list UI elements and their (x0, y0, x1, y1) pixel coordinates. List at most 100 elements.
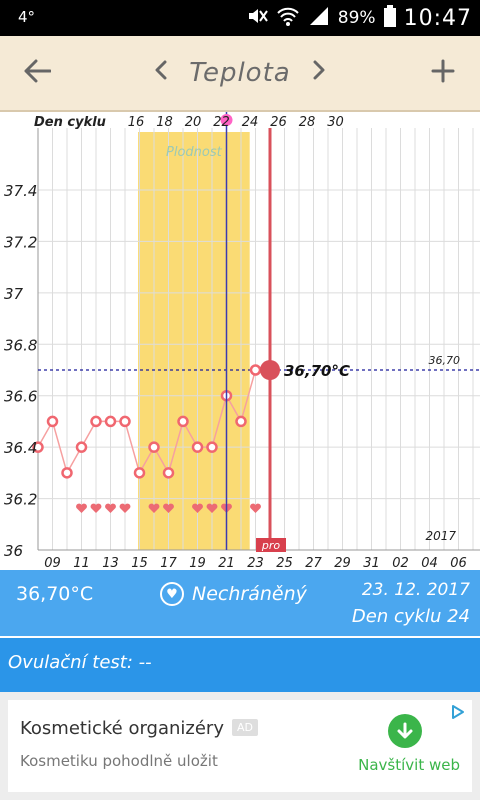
cycle-day-tick-label: 28 (299, 115, 316, 130)
ad-cta-link[interactable]: Navštívit web (358, 756, 460, 774)
battery-icon (383, 4, 396, 32)
page-title: Teplota (189, 58, 291, 88)
selected-temperature: 36,70°C (16, 583, 94, 605)
temperature-point (206, 441, 218, 453)
x-tick-label: 29 (334, 556, 351, 570)
ad-area: Kosmetické organizéry AD Kosmetiku pohodl… (0, 692, 480, 800)
heart-marker (105, 503, 116, 513)
selected-date: 23. 12. 2017 (361, 580, 470, 600)
temperature-point (249, 364, 262, 376)
heart-marker (76, 503, 87, 513)
title-navigation: Teplota (140, 50, 340, 96)
x-tick-label: 15 (131, 556, 148, 570)
download-arrow-icon[interactable] (388, 714, 422, 748)
cycle-day: Den cyklu 24 (351, 606, 470, 627)
selected-value-label: 36,70°C (284, 362, 350, 380)
x-tick-label: 04 (421, 556, 438, 570)
y-tick-label: 36.4 (4, 439, 37, 457)
temperature-point (104, 415, 117, 428)
temperature-point (61, 467, 73, 479)
protection-status-label: Nechráněný (192, 583, 307, 605)
x-tick-label: 13 (102, 556, 119, 570)
heart-marker (206, 503, 218, 513)
back-button[interactable] (14, 50, 60, 96)
x-tick-label: 23 (247, 556, 264, 570)
arrow-left-icon (23, 56, 52, 91)
heart-marker (163, 503, 174, 513)
cycle-day-tick-label: 22 (213, 115, 230, 130)
cursor-handle (220, 114, 233, 126)
app-header: Teplota (0, 36, 480, 112)
add-button[interactable] (420, 50, 466, 96)
x-tick-label: 09 (44, 556, 61, 570)
selected-tag-label: pro (261, 539, 281, 552)
temperature-point (119, 415, 131, 428)
mute-icon (246, 5, 268, 32)
battery-percent: 89% (337, 8, 376, 28)
cycle-day-tick-label: 30 (327, 115, 344, 130)
x-tick-label: 17 (160, 556, 177, 570)
cycle-day-tick-label: 20 (185, 115, 202, 130)
cycle-day-tick-label: 18 (156, 115, 173, 130)
temperature-point (191, 441, 204, 453)
x-tick-label: 31 (363, 556, 380, 570)
y-tick-label: 36.8 (4, 336, 37, 354)
temperature-point (148, 441, 160, 453)
cycle-day-tick-label: 24 (242, 115, 259, 130)
chevron-right-icon[interactable] (313, 60, 325, 86)
ovulation-bar[interactable]: Ovulační test: -- (0, 638, 480, 692)
temperature-point (46, 415, 59, 428)
y-tick-label: 37.2 (4, 233, 37, 251)
y-tick-label: 36.2 (4, 491, 37, 509)
heart-marker (119, 503, 131, 513)
y-tick-label: 37 (4, 285, 24, 303)
cycle-day-axis-label: Den cyklu (34, 115, 106, 130)
temperature-chart[interactable]: Plodnost 36 36.2 36.4 36.6 36.8 37 37.2 37.4 09 11… (0, 112, 480, 570)
status-temperature: 4° (18, 8, 36, 26)
x-tick-label: 02 (392, 556, 409, 570)
ad-banner[interactable]: Kosmetické organizéry AD Kosmetiku pohodl… (8, 700, 472, 792)
x-tick-label: 21 (218, 556, 235, 570)
ad-badge: AD (231, 719, 258, 736)
temperature-point (32, 441, 44, 453)
status-bar: 4° 89% 10:47 (0, 0, 480, 36)
clock: 10:47 (403, 5, 472, 31)
selected-point (260, 360, 280, 380)
temperature-point (133, 467, 146, 479)
heart-marker (192, 503, 203, 513)
x-tick-label: 06 (450, 556, 467, 570)
heart-marker (148, 503, 160, 513)
y-tick-label: 37.4 (4, 182, 37, 200)
cycle-day-tick-label: 16 (128, 115, 145, 130)
temperature-point (235, 415, 247, 428)
reference-line-label: 36,70 (429, 354, 461, 367)
ad-title: Kosmetické organizéry AD (20, 718, 258, 739)
ad-choices-icon[interactable] (450, 704, 468, 722)
chevron-left-icon[interactable] (155, 60, 167, 86)
plus-icon (431, 56, 455, 91)
ad-subtitle: Kosmetiku pohodlně uložit (20, 752, 218, 770)
x-tick-label: 19 (189, 556, 206, 570)
fertile-window-band (138, 132, 250, 550)
ovulation-test-label: Ovulační test: -- (8, 652, 152, 673)
temperature-point (177, 415, 189, 428)
heart-icon: ♥ (160, 582, 184, 606)
x-tick-label: 27 (305, 556, 322, 570)
y-tick-label: 36 (4, 542, 23, 560)
info-bar: 36,70°C ♥ Nechráněný 23. 12. 2017 Den cy… (0, 570, 480, 636)
heart-marker (250, 503, 261, 513)
wifi-icon (276, 5, 300, 32)
year-label: 2017 (425, 529, 456, 543)
protection-status[interactable]: ♥ Nechráněný (160, 582, 307, 606)
y-tick-label: 36.6 (4, 388, 37, 406)
x-tick-label: 25 (276, 556, 293, 570)
temperature-point (75, 441, 88, 453)
selected-tag-box (256, 538, 286, 552)
heart-marker (90, 503, 102, 513)
temperature-point (162, 467, 175, 479)
cycle-day-tick-label: 26 (270, 115, 287, 130)
fertility-label: Plodnost (166, 145, 223, 160)
temperature-point (90, 415, 102, 428)
ad-title-text: Kosmetické organizéry (20, 718, 224, 739)
signal-icon (308, 5, 330, 32)
